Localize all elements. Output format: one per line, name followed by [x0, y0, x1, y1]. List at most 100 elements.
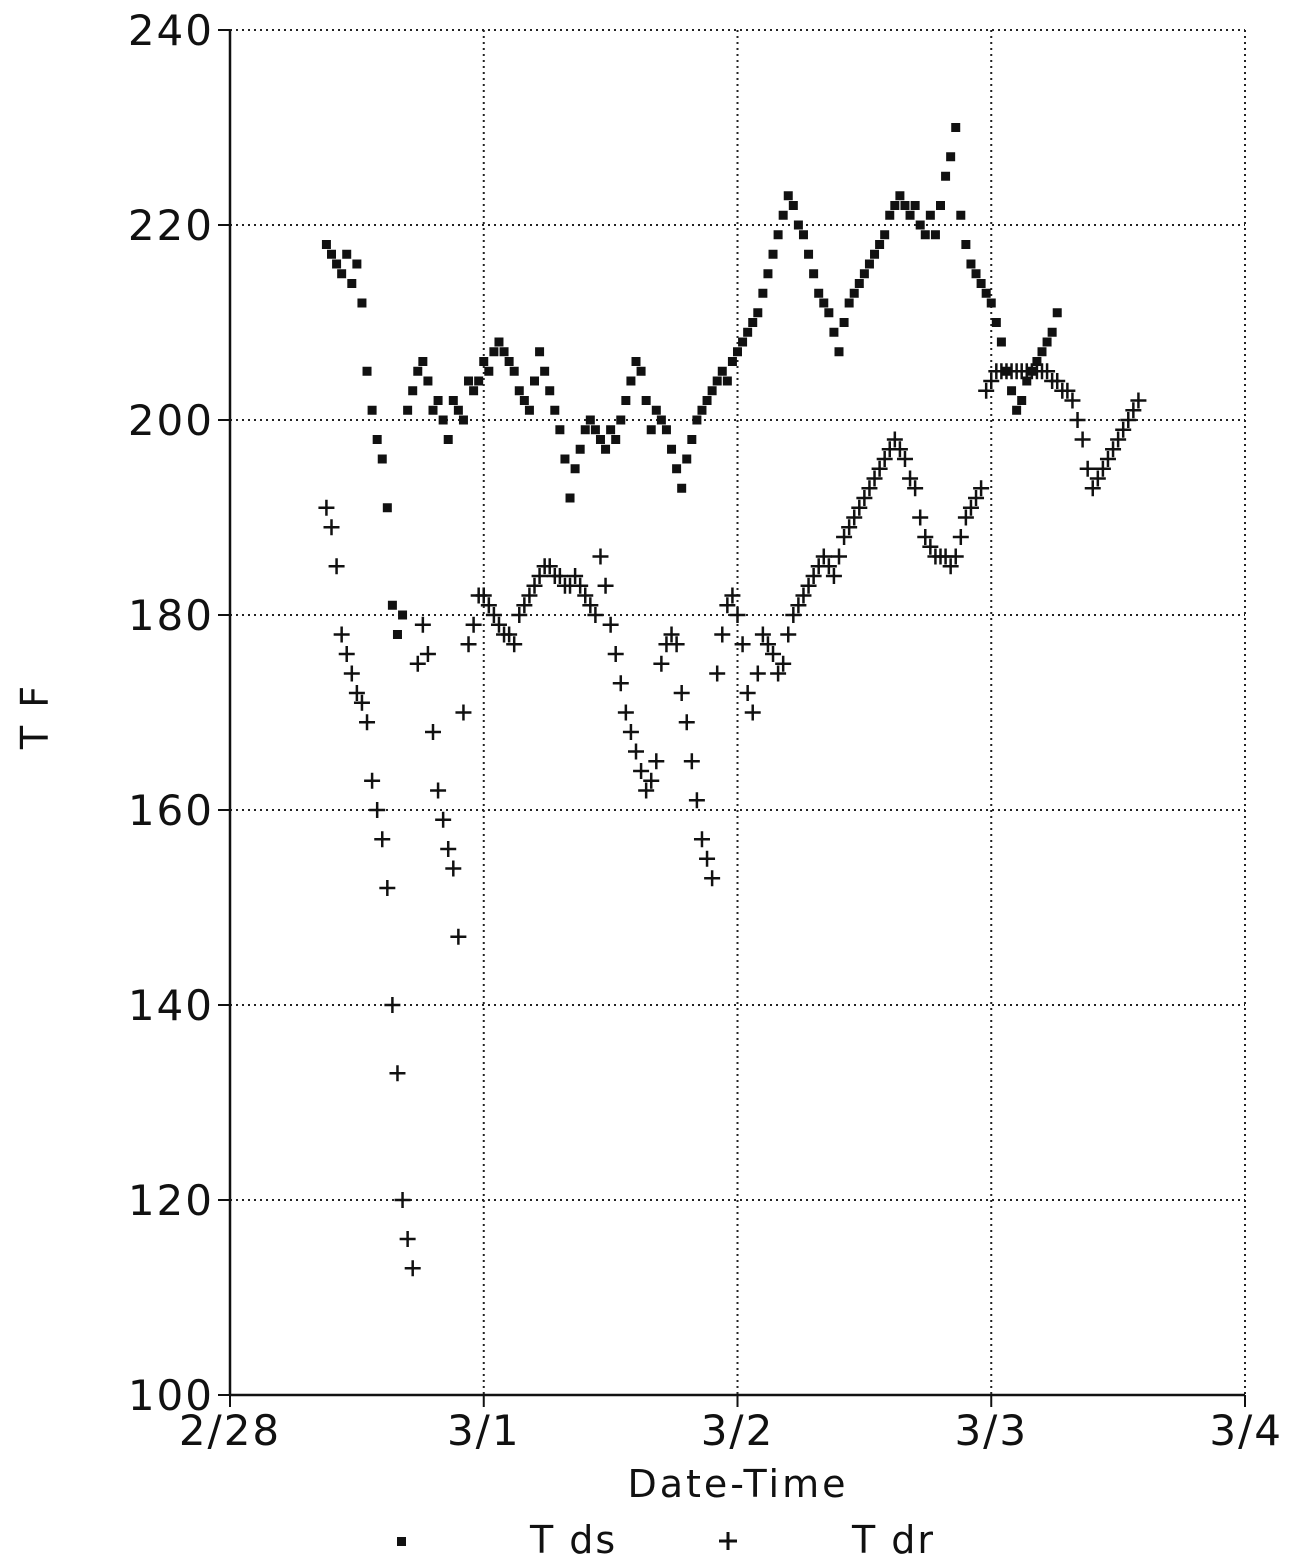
- data-point-plus: [501, 626, 518, 643]
- data-point-square: [910, 201, 920, 210]
- data-point-plus: [714, 626, 731, 643]
- data-point-plus: [917, 529, 934, 545]
- data-point-square: [819, 298, 829, 308]
- data-point-plus: [643, 772, 660, 789]
- data-point-plus: [460, 636, 477, 653]
- x-tick-label: 2/28: [179, 1406, 281, 1455]
- data-point-square: [509, 366, 519, 376]
- data-point-square: [1047, 327, 1057, 337]
- data-point-square: [453, 405, 463, 415]
- data-point-plus: [790, 597, 807, 614]
- data-point-square: [814, 288, 824, 298]
- data-point-plus: [744, 704, 761, 721]
- data-point-square: [890, 201, 900, 210]
- data-point-plus: [922, 538, 939, 555]
- data-point-square: [864, 259, 874, 269]
- data-point-square: [403, 405, 413, 415]
- data-point-plus: [450, 928, 467, 945]
- data-point-square: [1022, 376, 1032, 386]
- data-point-square: [885, 210, 895, 220]
- data-point-plus: [577, 587, 594, 604]
- data-point-square: [327, 249, 336, 259]
- data-point-square: [788, 201, 798, 210]
- data-point-plus: [1079, 460, 1096, 477]
- data-point-plus: [734, 636, 751, 653]
- data-point-square: [611, 435, 621, 444]
- data-point-square: [930, 230, 940, 240]
- data-point-plus: [815, 548, 832, 565]
- data-point-plus: [511, 607, 528, 623]
- data-point-square: [494, 337, 504, 347]
- data-point-square: [484, 366, 494, 376]
- data-point-square: [758, 288, 768, 298]
- data-point-square: [763, 269, 773, 279]
- data-point-plus: [962, 499, 979, 516]
- data-point-plus: [836, 529, 853, 545]
- data-point-square: [1007, 386, 1017, 396]
- data-point-square: [514, 386, 524, 396]
- data-point-square: [372, 435, 382, 444]
- data-point-plus: [369, 802, 386, 818]
- data-point-square: [778, 210, 788, 220]
- data-point-square: [951, 123, 961, 132]
- data-point-square: [986, 298, 996, 308]
- data-point-square: [839, 318, 849, 327]
- data-point-square: [905, 210, 915, 220]
- data-point-square: [880, 230, 890, 240]
- data-point-square: [321, 240, 331, 249]
- data-point-square: [387, 600, 397, 610]
- data-point-square: [925, 210, 935, 220]
- data-point-plus: [480, 597, 497, 614]
- data-point-square: [1037, 347, 1047, 357]
- data-point-square: [423, 376, 433, 386]
- data-point-plus: [673, 685, 690, 701]
- data-point-plus: [475, 587, 492, 604]
- data-point-plus: [1069, 412, 1086, 428]
- data-point-square: [524, 405, 534, 415]
- data-point-plus: [430, 782, 447, 799]
- data-point-plus: [338, 646, 355, 662]
- y-tick-label: 180: [128, 591, 214, 640]
- axes: [218, 29, 1246, 1407]
- y-tick-label: 200: [128, 396, 214, 445]
- data-point-square: [844, 298, 854, 308]
- data-point-plus: [440, 841, 457, 857]
- data-point-plus: [1120, 412, 1137, 428]
- y-tick-labels: 100 120 140 160 180 200 220 240: [128, 6, 214, 1420]
- data-point-plus: [1105, 441, 1122, 458]
- data-point-square: [1032, 357, 1042, 366]
- data-point-plus: [602, 616, 619, 633]
- data-point-square: [555, 425, 565, 435]
- data-point-square: [443, 435, 453, 444]
- y-tick-label: 160: [128, 786, 214, 835]
- data-point-plus: [866, 470, 883, 487]
- data-point-square: [834, 347, 844, 357]
- series-t-dr: [318, 363, 1147, 1277]
- data-point-square: [499, 347, 509, 357]
- data-point-square: [540, 366, 550, 376]
- data-point-square: [1052, 308, 1062, 318]
- data-series: [318, 123, 1147, 1277]
- data-point-plus: [1115, 421, 1132, 438]
- data-point-square: [941, 171, 951, 181]
- data-point-plus: [1064, 392, 1081, 409]
- data-point-square: [1012, 405, 1022, 415]
- data-point-square: [347, 279, 357, 288]
- data-point-square: [900, 201, 910, 210]
- data-point-plus: [414, 616, 431, 633]
- data-point-plus: [359, 714, 376, 731]
- data-point-plus: [724, 587, 741, 604]
- data-point-square: [996, 337, 1006, 347]
- data-point-plus: [394, 1192, 411, 1208]
- legend-marker-t-dr: [719, 1532, 737, 1550]
- data-point-plus: [668, 636, 685, 653]
- data-point-plus: [663, 626, 680, 643]
- data-point-plus: [638, 782, 655, 799]
- data-point-plus: [1130, 392, 1147, 409]
- data-point-plus: [1039, 363, 1056, 380]
- data-point-plus: [968, 490, 985, 506]
- data-point-square: [352, 259, 362, 269]
- data-point-plus: [719, 597, 736, 614]
- y-tick-label: 120: [128, 1176, 214, 1225]
- data-point-plus: [653, 655, 670, 672]
